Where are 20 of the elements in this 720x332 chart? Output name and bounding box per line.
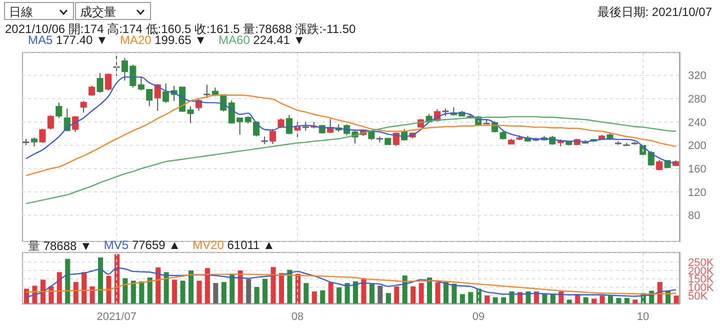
y-tick-label: 120 <box>688 186 706 199</box>
text: 日線 <box>4 2 74 20</box>
y-tick-label: 80 <box>688 210 700 222</box>
x-tick-label: 09 <box>472 310 485 323</box>
x-tick-label: 08 <box>291 310 304 323</box>
series-label: MV20 61011 ▲ <box>192 238 275 252</box>
y-tick-label: 240 <box>688 116 706 129</box>
series-label: 量 78688 ▼ <box>28 239 92 253</box>
x-tick-label: 2021/07 <box>96 310 136 323</box>
series-label: MV5 77659 ▲ <box>104 238 181 252</box>
y-tick-label: 320 <box>688 70 706 82</box>
y-tick-label: 50K <box>688 290 708 303</box>
y-tick-label: 200 <box>688 140 706 152</box>
text: MA60 224.41 ▼ <box>218 33 306 47</box>
text: 成交量 <box>75 2 151 20</box>
chart-title: 2021/10/06 開:174 高:174 低:160.5 收:161.5 量:78688 漲跌:-11.50 <box>5 21 356 36</box>
y-tick-label: 160 <box>688 163 706 176</box>
x-tick-label: 10 <box>636 310 650 323</box>
y-tick-label: 280 <box>688 94 706 106</box>
text: 最後日期: 2021/10/07 <box>597 4 712 21</box>
